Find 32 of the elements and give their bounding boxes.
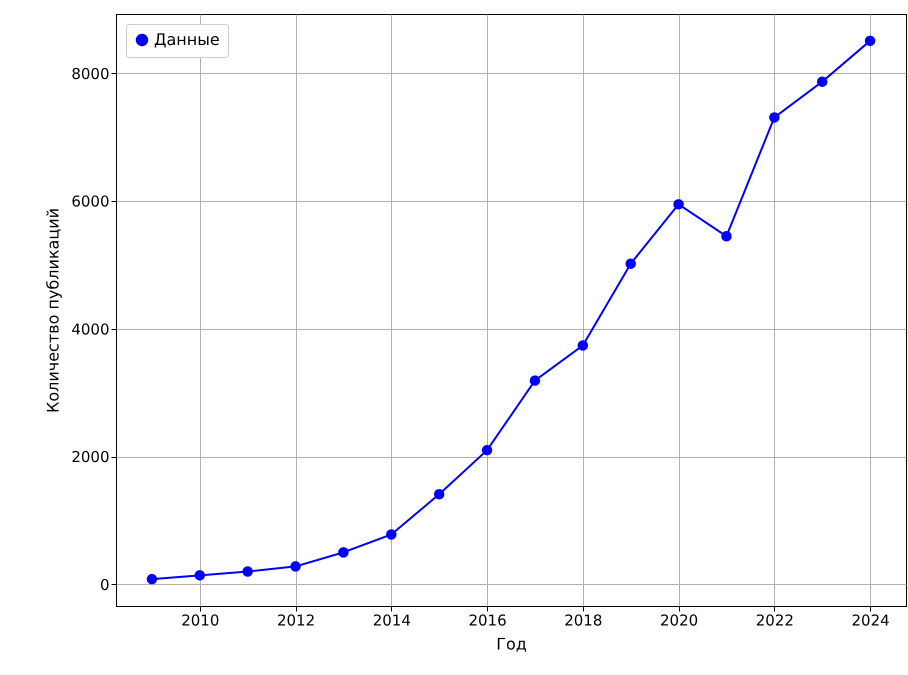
point [194,570,206,581]
point [434,489,444,500]
point [721,231,732,242]
point [673,199,684,210]
point [338,547,349,558]
point [864,36,876,46]
x-tick-label: 2016 [468,612,507,630]
point [242,566,253,577]
point [625,258,636,269]
point [578,340,588,351]
y-tick-label: 8000 [71,64,110,83]
point [146,574,158,584]
point [482,444,492,456]
y-tick-label: 2000 [71,448,110,466]
x-tick-label: 2014 [372,612,411,630]
y-axis-title: Количество публикаций [43,208,62,414]
point [530,375,540,386]
point [769,112,780,123]
x-tick-label: 2010 [181,612,220,630]
point [386,529,397,540]
x-tick-label: 2022 [756,612,794,630]
y-tick-label: 4000 [71,320,110,338]
x-tick-label: 2018 [564,612,602,630]
x-tick-label: 2024 [851,612,890,630]
x-axis-title: Год [496,634,527,654]
y-tick-label: 0 [100,576,110,594]
y-tick-label: 6000 [71,192,110,211]
point [816,76,828,87]
x-tick-label: 2012 [276,612,316,630]
x-tick-label: 2020 [660,612,698,630]
legend-label: Данные [154,30,220,49]
point [290,561,301,572]
